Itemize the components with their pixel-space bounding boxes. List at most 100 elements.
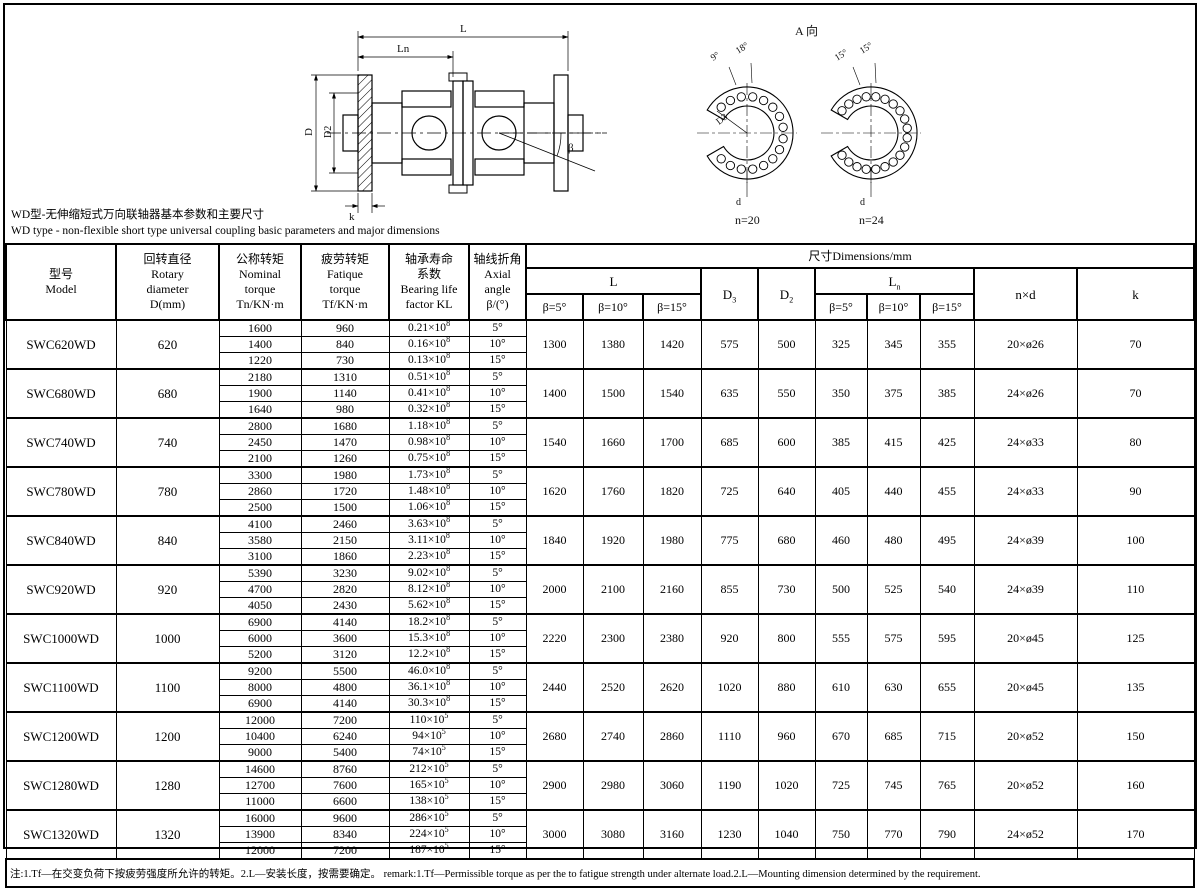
nominal-torque-cell: 2450 — [218, 434, 302, 451]
k-cell: 90 — [1076, 466, 1195, 517]
bearing-life-cell: 1.18×108 — [388, 417, 470, 435]
L-cell: 1380 — [582, 319, 644, 370]
bearing-life-cell: 224×105 — [388, 826, 470, 843]
angle-label-9: 9° — [709, 50, 722, 64]
rotary-diameter-cell: 680 — [115, 368, 220, 419]
model-row: SWC840WD 840 4100 2460 3.63×108 5° 1840 1920 198… — [5, 515, 1195, 566]
bolt-hole — [716, 154, 726, 164]
beta-arc — [556, 132, 562, 157]
L-cell: 2160 — [642, 564, 702, 615]
axial-angle-cell: 5° — [468, 466, 527, 484]
axial-angle-cell: 15° — [468, 842, 527, 860]
D2-cell: 600 — [757, 417, 816, 468]
rotary-diameter-cell: 620 — [115, 319, 220, 370]
L-cell: 3000 — [525, 809, 584, 860]
L-cell: 2860 — [642, 711, 702, 762]
bearing-life-cell: 0.51×108 — [388, 368, 470, 386]
bolt-hole — [871, 92, 881, 102]
Ln-cell: 480 — [866, 515, 921, 566]
table-body: SWC620WD 620 1600 960 0.21×108 5° 1300 1380 1420… — [5, 319, 1195, 860]
nominal-torque-cell: 1400 — [218, 336, 302, 353]
bolt-hole — [844, 99, 854, 109]
model-subrow: 2860 1720 1.48×108 10° — [6, 483, 1194, 500]
model-row: SWC1000WD 1000 6900 4140 18.2×108 5° 2220 2300 2… — [5, 613, 1195, 664]
fatigue-torque-cell: 8340 — [300, 826, 390, 843]
fatigue-torque-cell: 1680 — [300, 417, 390, 435]
Ln-cell: 455 — [919, 466, 975, 517]
L-cell: 2100 — [582, 564, 644, 615]
bolt-hole — [880, 162, 890, 172]
flange-ring — [706, 86, 794, 180]
datasheet-page: β L Ln D D2 — [3, 3, 1197, 888]
bearing-life-cell: 30.3×108 — [388, 695, 470, 713]
Ln-cell: 325 — [814, 319, 868, 370]
model-name-cell: SWC840WD — [5, 515, 117, 566]
bolt-hole — [852, 162, 862, 172]
Ln-cell: 555 — [814, 613, 868, 664]
nominal-torque-cell: 1220 — [218, 352, 302, 370]
bearing-life-cell: 9.02×108 — [388, 564, 470, 582]
bolt-hole — [888, 99, 898, 109]
L-cell: 3080 — [582, 809, 644, 860]
k-cell: 160 — [1076, 760, 1195, 811]
model-name-cell: SWC1200WD — [5, 711, 117, 762]
left-joint-circle — [411, 115, 447, 151]
nominal-torque-cell: 4100 — [218, 515, 302, 533]
header-nxd: n×d — [973, 267, 1078, 321]
bearing-life-cell: 0.32×108 — [388, 401, 470, 419]
header-model: 型号 Model — [5, 243, 117, 321]
axial-angle-cell: 15° — [468, 450, 527, 468]
bolt-hole — [900, 142, 910, 152]
bolt-hole — [716, 102, 726, 112]
bolt-hole — [852, 94, 862, 104]
axial-angle-cell: 10° — [468, 532, 527, 549]
L-cell: 1540 — [525, 417, 584, 468]
L-cell: 1300 — [525, 319, 584, 370]
fatigue-torque-cell: 5500 — [300, 662, 390, 680]
left-fork-arm-bottom — [401, 158, 452, 176]
L-cell: 2620 — [642, 662, 702, 713]
bolt-circle-view-n20: D3 9° 18° d n=20 — [697, 40, 797, 227]
bent-axis-line — [498, 132, 596, 172]
fatigue-torque-cell: 6240 — [300, 728, 390, 745]
bolt-head-top — [448, 72, 468, 82]
model-subrow: 5200 3120 12.2×108 15° — [6, 646, 1194, 664]
footnote: 注:1.Tf—在交变负荷下按疲劳强度所允许的转矩。2.L—安装长度，按需要确定。… — [4, 858, 1196, 888]
header-L-beta15: β=15° — [642, 293, 702, 321]
bolt-hole — [861, 164, 871, 174]
D3-cell: 1110 — [700, 711, 759, 762]
Ln-cell: 770 — [866, 809, 921, 860]
nominal-torque-cell: 10400 — [218, 728, 302, 745]
title-block: WD型-无伸缩短式万向联轴器基本参数和主要尺寸 WD type - non-fl… — [11, 207, 440, 239]
L-cell: 1980 — [642, 515, 702, 566]
k-cell: 80 — [1076, 417, 1195, 468]
L-cell: 2740 — [582, 711, 644, 762]
fatigue-torque-cell: 2460 — [300, 515, 390, 533]
bearing-life-cell: 12.2×108 — [388, 646, 470, 664]
bolt-hole — [861, 92, 871, 102]
fatigue-torque-cell: 2820 — [300, 581, 390, 598]
fatigue-torque-cell: 3120 — [300, 646, 390, 664]
bolt-hole — [725, 160, 736, 171]
L-cell: 3160 — [642, 809, 702, 860]
header-Ln-beta5: β=5° — [814, 293, 868, 321]
nominal-torque-cell: 6000 — [218, 630, 302, 647]
axial-angle-cell: 5° — [468, 368, 527, 386]
D3-cell: 1190 — [700, 760, 759, 811]
axial-angle-cell: 10° — [468, 728, 527, 745]
bolt-hole — [748, 92, 758, 102]
k-cell: 100 — [1076, 515, 1195, 566]
D2-cell: 500 — [757, 319, 816, 370]
bearing-life-cell: 2.23×108 — [388, 548, 470, 566]
axial-angle-cell: 15° — [468, 548, 527, 566]
L-cell: 1760 — [582, 466, 644, 517]
D2-cell: 730 — [757, 564, 816, 615]
model-subrow: 6000 3600 15.3×108 10° — [6, 630, 1194, 647]
Ln-cell: 425 — [919, 417, 975, 468]
header-nominal-torque: 公称转矩 Nominal torque Tn/KN·m — [218, 243, 302, 321]
fatigue-torque-cell: 730 — [300, 352, 390, 370]
D3-cell: 635 — [700, 368, 759, 419]
fatigue-torque-cell: 2150 — [300, 532, 390, 549]
D3-cell: 685 — [700, 417, 759, 468]
bolt-hole — [837, 106, 847, 116]
